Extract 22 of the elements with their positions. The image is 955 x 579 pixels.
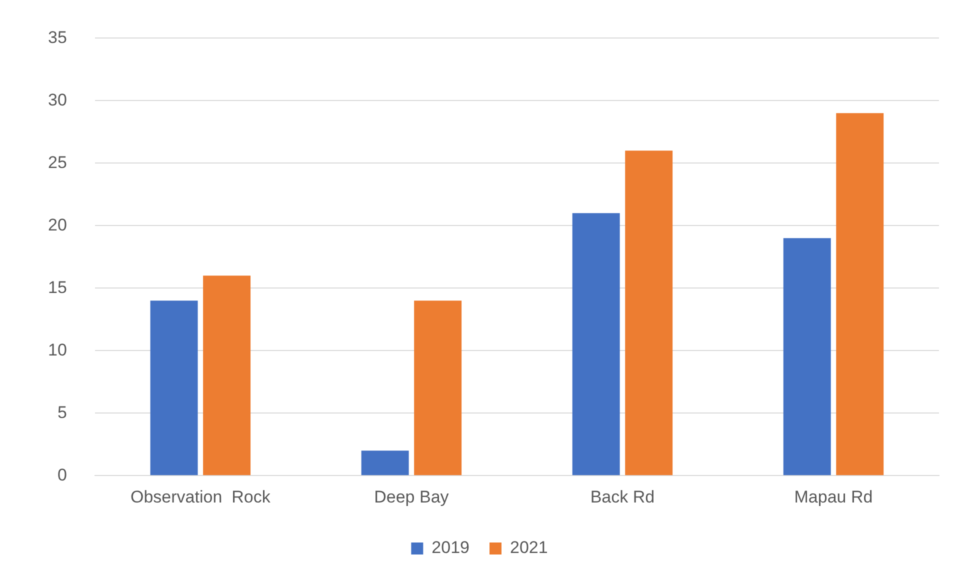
bar (361, 450, 409, 476)
bar (625, 150, 673, 476)
y-tick-label: 0 (57, 465, 67, 484)
x-tick-label: Deep Bay (374, 487, 450, 506)
y-tick-label: 25 (48, 152, 67, 172)
bar (150, 300, 198, 476)
legend-label: 2019 (432, 538, 470, 558)
bar (836, 113, 884, 476)
bar (783, 238, 831, 476)
y-tick-label: 30 (48, 90, 67, 110)
bar (414, 300, 462, 476)
legend-label: 2021 (510, 538, 548, 558)
x-tick-label: Observation Rock (130, 487, 271, 506)
y-tick-label: 5 (57, 402, 67, 422)
bar (203, 276, 251, 476)
bar (572, 213, 620, 476)
x-tick-label: Mapau Rd (794, 487, 873, 506)
y-tick-label: 35 (48, 28, 67, 47)
y-tick-label: 15 (48, 278, 67, 297)
x-tick-label: Back Rd (590, 487, 655, 506)
y-tick-label: 10 (48, 340, 67, 360)
y-tick-label: 20 (48, 215, 67, 234)
